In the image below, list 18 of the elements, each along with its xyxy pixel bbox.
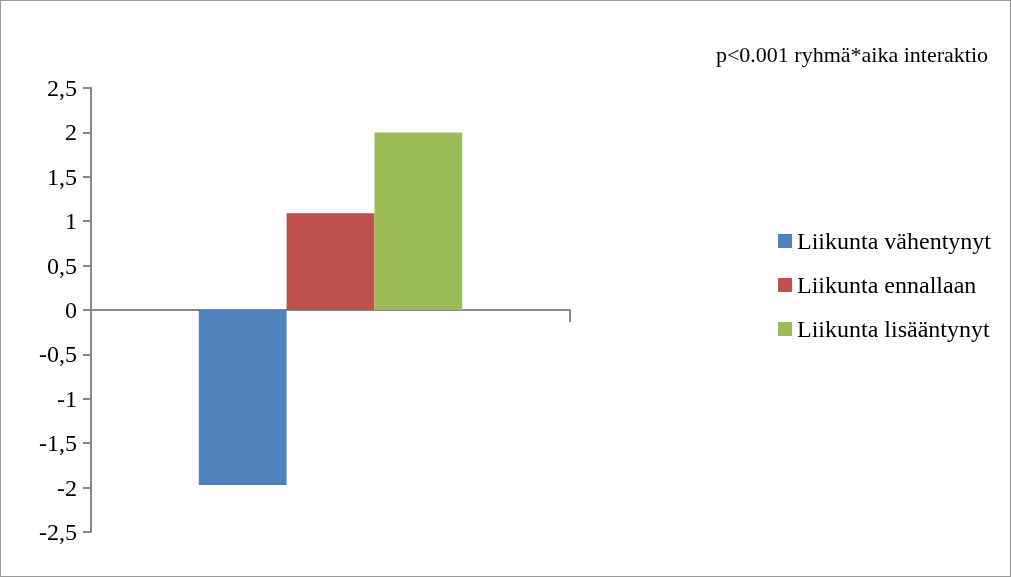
y-tick-label: 1 bbox=[65, 208, 77, 235]
y-tick-label: 0 bbox=[65, 297, 77, 323]
legend-label: Liikunta lisääntynyt bbox=[797, 316, 991, 342]
y-tick-label: 1,5 bbox=[47, 163, 77, 190]
legend-label: Liikunta ennallaan bbox=[797, 272, 977, 298]
y-tick-label: 0,5 bbox=[47, 252, 77, 279]
y-tick-label: -2,5 bbox=[39, 519, 77, 545]
bar bbox=[286, 213, 375, 310]
y-tick-label: -0,5 bbox=[39, 341, 77, 368]
y-tick-label: -1,5 bbox=[39, 430, 77, 457]
y-tick-label: 2 bbox=[65, 119, 77, 146]
bar bbox=[198, 310, 287, 485]
bar bbox=[374, 132, 463, 310]
y-tick-label: -1 bbox=[57, 385, 77, 412]
legend-label: Liikunta vähentynyt bbox=[797, 228, 992, 254]
text: p<0.001 ryhmä*aika interaktio bbox=[715, 41, 989, 67]
y-tick-label: -2 bbox=[57, 474, 77, 501]
y-tick-label: 2,5 bbox=[47, 75, 77, 101]
